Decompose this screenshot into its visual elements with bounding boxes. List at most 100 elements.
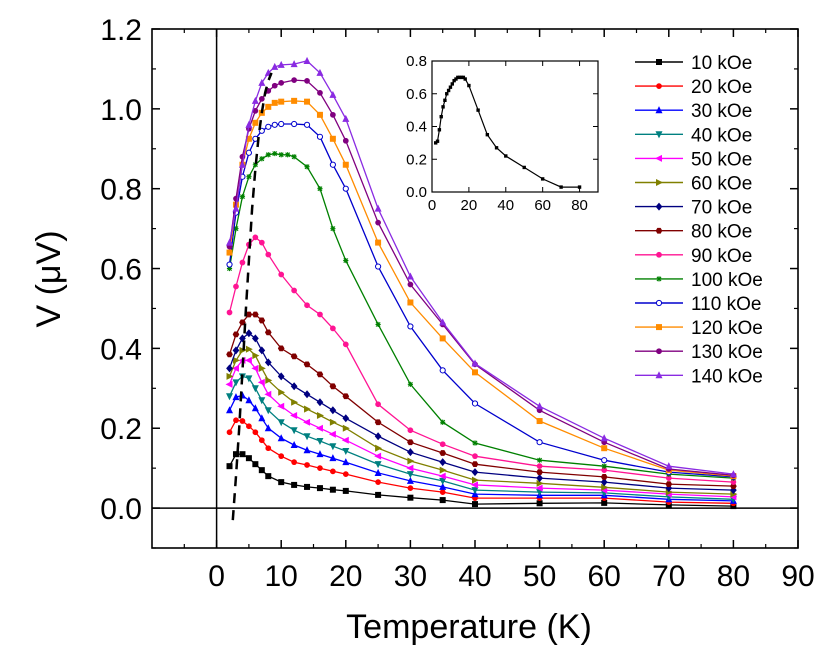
data-point <box>277 345 285 352</box>
data-point <box>278 120 285 128</box>
data-point <box>374 461 382 469</box>
data-point <box>252 311 259 318</box>
data-point <box>258 317 266 324</box>
data-point <box>600 478 608 487</box>
data-point <box>601 499 608 506</box>
data-point <box>600 474 608 480</box>
data-point <box>315 424 323 432</box>
data-point <box>258 364 266 372</box>
inset-point <box>433 141 438 145</box>
data-point <box>472 440 478 446</box>
data-point <box>246 174 252 180</box>
data-point <box>278 98 285 105</box>
inset-point <box>559 185 563 189</box>
data-point <box>316 133 324 140</box>
data-point <box>277 434 285 442</box>
data-point <box>245 120 253 128</box>
data-point <box>439 367 446 374</box>
data-point <box>317 311 323 318</box>
data-point <box>439 497 446 504</box>
legend-label: 140 kOe <box>691 366 763 387</box>
data-point <box>471 359 479 367</box>
x-tick-label: 40 <box>458 560 491 593</box>
legend-marker <box>655 106 663 114</box>
inset-x-tick-label: 80 <box>571 197 588 214</box>
data-point <box>226 261 233 268</box>
data-point <box>258 346 266 355</box>
inset-x-tick-label: 60 <box>534 197 551 214</box>
data-point <box>291 154 297 160</box>
legend-item: 130 kOe <box>635 342 763 363</box>
data-point <box>374 419 382 426</box>
inset-point <box>435 139 440 143</box>
data-point <box>341 436 349 444</box>
data-point <box>232 346 240 355</box>
data-point <box>290 411 298 419</box>
data-point <box>406 471 414 479</box>
x-tick-label: 70 <box>652 560 685 593</box>
series-10 <box>226 120 737 481</box>
data-point <box>330 468 336 475</box>
data-point <box>329 161 336 168</box>
data-point <box>271 121 278 128</box>
data-point <box>316 68 324 76</box>
data-point <box>278 152 284 158</box>
data-point <box>264 390 272 398</box>
data-point <box>291 287 297 294</box>
data-point <box>316 111 323 118</box>
legend-item: 100 kOe <box>635 270 763 291</box>
series-13 <box>226 56 737 478</box>
legend-marker <box>655 202 663 211</box>
data-point <box>290 440 298 448</box>
data-point <box>375 219 381 226</box>
inset-point <box>441 105 445 109</box>
data-point <box>278 80 285 86</box>
inset-point <box>448 85 453 89</box>
series-3 <box>226 373 737 504</box>
data-point <box>407 448 414 457</box>
data-point <box>406 464 414 472</box>
data-point <box>233 417 239 424</box>
x-axis-title: Temperature (K) <box>346 608 592 646</box>
data-point <box>342 137 349 144</box>
data-point <box>536 479 544 487</box>
data-point <box>251 334 259 343</box>
data-point <box>342 471 349 478</box>
data-point <box>303 390 311 399</box>
data-point <box>246 423 252 430</box>
data-point <box>226 249 233 256</box>
data-point <box>258 414 266 422</box>
data-point <box>471 461 479 468</box>
x-tick-label: 80 <box>717 560 750 593</box>
y-tick-label: 0.8 <box>100 174 142 207</box>
data-point <box>264 424 272 432</box>
data-point <box>375 239 382 246</box>
data-point <box>329 90 337 98</box>
data-point <box>304 302 310 309</box>
legend-label: 90 kOe <box>691 246 752 267</box>
data-point <box>317 186 323 192</box>
data-point <box>251 404 259 412</box>
data-point <box>472 453 478 460</box>
data-point <box>665 462 673 470</box>
data-point <box>304 405 312 413</box>
data-point <box>245 149 252 156</box>
data-point <box>303 433 311 441</box>
legend-item: 140 kOe <box>635 366 763 387</box>
x-tick-label: 60 <box>588 560 621 593</box>
data-point <box>231 364 239 372</box>
data-point <box>226 406 234 414</box>
data-point <box>226 364 233 373</box>
data-point <box>290 427 298 435</box>
inset-point <box>494 146 499 150</box>
legend-marker <box>656 178 664 187</box>
legend-item: 70 kOe <box>635 198 752 219</box>
data-point <box>316 450 324 458</box>
x-tick-label: 20 <box>329 560 362 593</box>
inset-point <box>454 77 458 81</box>
inset-point <box>457 75 462 80</box>
data-point <box>342 487 349 494</box>
data-point <box>291 77 297 83</box>
data-point <box>265 152 271 158</box>
data-point <box>375 401 381 408</box>
